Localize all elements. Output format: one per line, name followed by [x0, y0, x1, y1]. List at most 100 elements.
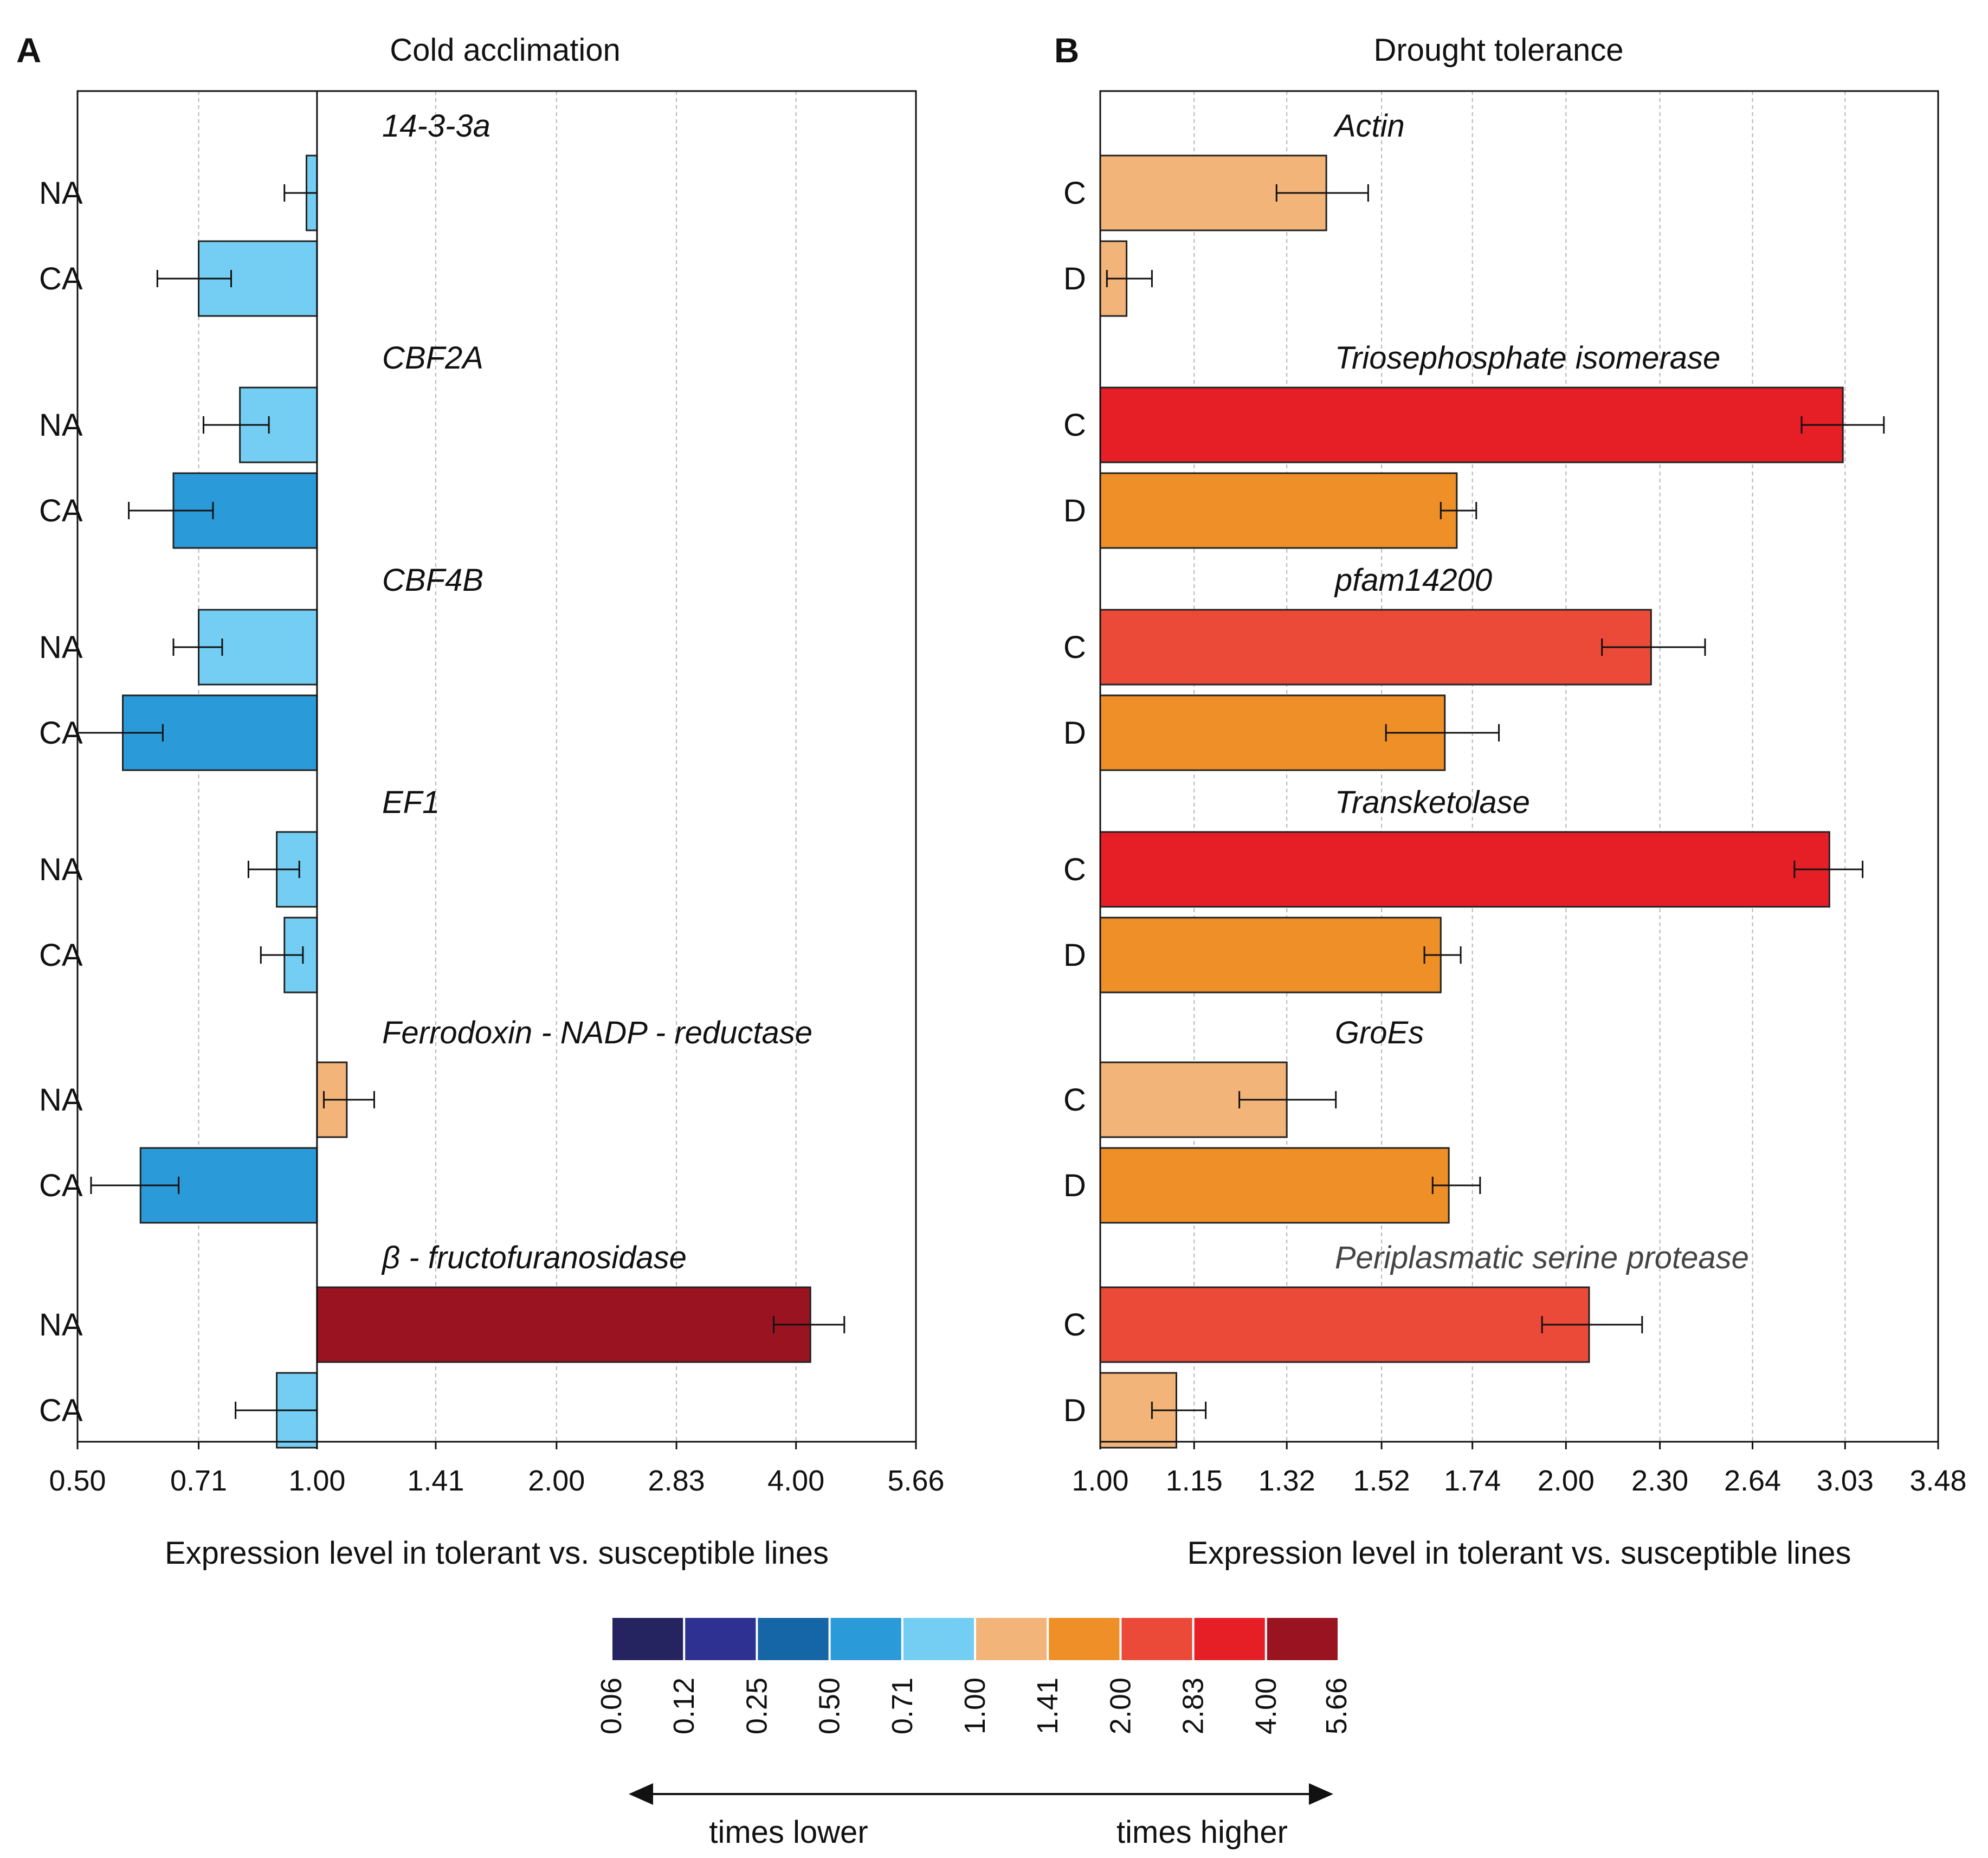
- panel-title: Drought tolerance: [1373, 33, 1623, 68]
- plot-frame: [76, 90, 917, 1443]
- bar: [1099, 1286, 1590, 1363]
- gene-label: β - fructofuranosidase: [381, 1240, 687, 1275]
- category-label: D: [1063, 493, 1086, 528]
- gene-label: GroEs: [1335, 1015, 1424, 1050]
- category-label: C: [1063, 1082, 1086, 1118]
- category-label: CA: [39, 1393, 83, 1428]
- gene-label: CBF4B: [382, 563, 483, 598]
- tick-label: 1.52: [1353, 1465, 1410, 1497]
- legend-tick-label: 2.83: [1177, 1678, 1210, 1734]
- gene-label: EF1: [382, 785, 440, 820]
- category-label: NA: [39, 176, 83, 211]
- tick-label: 1.00: [1072, 1465, 1128, 1497]
- bar: [1099, 831, 1830, 908]
- category-label: C: [1063, 630, 1086, 665]
- tick-label: 1.00: [288, 1465, 345, 1497]
- category-label: C: [1063, 408, 1086, 443]
- panel-title: Cold acclimation: [390, 33, 621, 68]
- x-axis-label: Expression level in tolerant vs. suscept…: [1187, 1536, 1851, 1571]
- category-label: D: [1063, 715, 1086, 751]
- category-label: C: [1063, 176, 1086, 211]
- x-axis-label: Expression level in tolerant vs. suscept…: [165, 1536, 829, 1571]
- category-label: CA: [39, 261, 83, 296]
- bar: [1099, 917, 1442, 993]
- gene-label: Transketolase: [1335, 785, 1530, 820]
- category-label: D: [1063, 938, 1086, 973]
- category-label: D: [1063, 261, 1086, 296]
- tick-label: 2.83: [648, 1465, 705, 1497]
- legend-swatch: [976, 1618, 1047, 1660]
- legend-swatch: [758, 1618, 829, 1660]
- legend-swatch: [1049, 1618, 1120, 1660]
- panel-letter: A: [16, 31, 41, 70]
- legend-swatch: [1194, 1618, 1265, 1660]
- legend-swatch: [830, 1618, 901, 1660]
- legend-swatch: [612, 1618, 683, 1660]
- legend-left-note: times lower: [709, 1815, 868, 1850]
- legend-tick-label: 0.50: [814, 1678, 846, 1734]
- category-label: D: [1063, 1168, 1086, 1203]
- tick-label: 3.48: [1909, 1465, 1966, 1497]
- legend-tick-label: 2.00: [1104, 1678, 1137, 1734]
- category-label: NA: [39, 1307, 83, 1343]
- category-label: CA: [39, 493, 83, 528]
- bar: [1099, 609, 1652, 686]
- category-label: CA: [39, 938, 83, 973]
- tick-label: 2.00: [1538, 1465, 1595, 1497]
- category-label: NA: [39, 408, 83, 443]
- legend-tick-label: 0.25: [740, 1678, 773, 1734]
- tick-label: 1.15: [1166, 1465, 1223, 1497]
- bar: [1099, 386, 1844, 463]
- legend-tick-label: 1.41: [1031, 1678, 1064, 1734]
- color-legend: 0.06 0.12 0.25 0.50 0.71 1.00 1.41 2.00 2.83 4.00…: [595, 1618, 1353, 1850]
- bar: [1099, 472, 1458, 549]
- gene-label: Periplasmatic serine protease: [1335, 1240, 1749, 1275]
- tick-label: 3.03: [1817, 1465, 1874, 1497]
- gene-label: pfam14200: [1334, 563, 1492, 598]
- bar: [1099, 1372, 1177, 1449]
- panel-a: A Cold acclimation 14-3-3a NA CA CBF2A NA CA CBF…: [16, 31, 945, 1571]
- legend-swatch: [685, 1618, 756, 1660]
- category-label: NA: [39, 852, 83, 887]
- legend-swatch: [1267, 1618, 1338, 1660]
- category-label: D: [1063, 1393, 1086, 1428]
- category-label: CA: [39, 1168, 83, 1203]
- gene-label: Ferrodoxin - NADP - reductase: [382, 1015, 812, 1050]
- bar: [1099, 1147, 1450, 1224]
- arrow-right-icon: [1309, 1783, 1333, 1805]
- category-label: NA: [39, 1082, 83, 1118]
- arrow-left-icon: [629, 1783, 653, 1805]
- legend-swatch: [1121, 1618, 1192, 1660]
- plot-frame: [1099, 90, 1939, 1443]
- legend-tick-label: 5.66: [1320, 1678, 1353, 1734]
- category-label: NA: [39, 630, 83, 665]
- legend-swatch: [903, 1618, 974, 1660]
- gene-label: 14-3-3a: [382, 108, 490, 144]
- tick-label: 2.30: [1631, 1465, 1688, 1497]
- category-label: C: [1063, 1307, 1086, 1343]
- panel-b: B Drought tolerance Actin C D Triosephosphate…: [1054, 31, 1967, 1571]
- gene-label: CBF2A: [382, 340, 483, 376]
- category-label: CA: [39, 715, 83, 751]
- tick-label: 2.00: [528, 1465, 585, 1497]
- legend-tick-label: 0.71: [886, 1678, 919, 1734]
- category-label: C: [1063, 852, 1086, 887]
- bar: [316, 1286, 811, 1363]
- legend-tick-label: 1.00: [959, 1678, 991, 1734]
- legend-tick-label: 4.00: [1250, 1678, 1282, 1734]
- tick-label: 4.00: [767, 1465, 824, 1497]
- gene-label: Actin: [1333, 108, 1405, 144]
- panel-letter: B: [1054, 31, 1079, 70]
- tick-label: 1.32: [1258, 1465, 1315, 1497]
- tick-label: 5.66: [887, 1465, 944, 1497]
- gene-label: Triosephosphate isomerase: [1335, 340, 1720, 376]
- legend-right-note: times higher: [1116, 1815, 1288, 1850]
- tick-label: 0.50: [49, 1465, 106, 1497]
- legend-tick-label: 0.06: [595, 1678, 628, 1734]
- tick-label: 1.74: [1444, 1465, 1501, 1497]
- tick-label: 2.64: [1724, 1465, 1781, 1497]
- tick-label: 0.71: [170, 1465, 227, 1497]
- tick-label: 1.41: [407, 1465, 464, 1497]
- legend-tick-label: 0.12: [668, 1678, 700, 1734]
